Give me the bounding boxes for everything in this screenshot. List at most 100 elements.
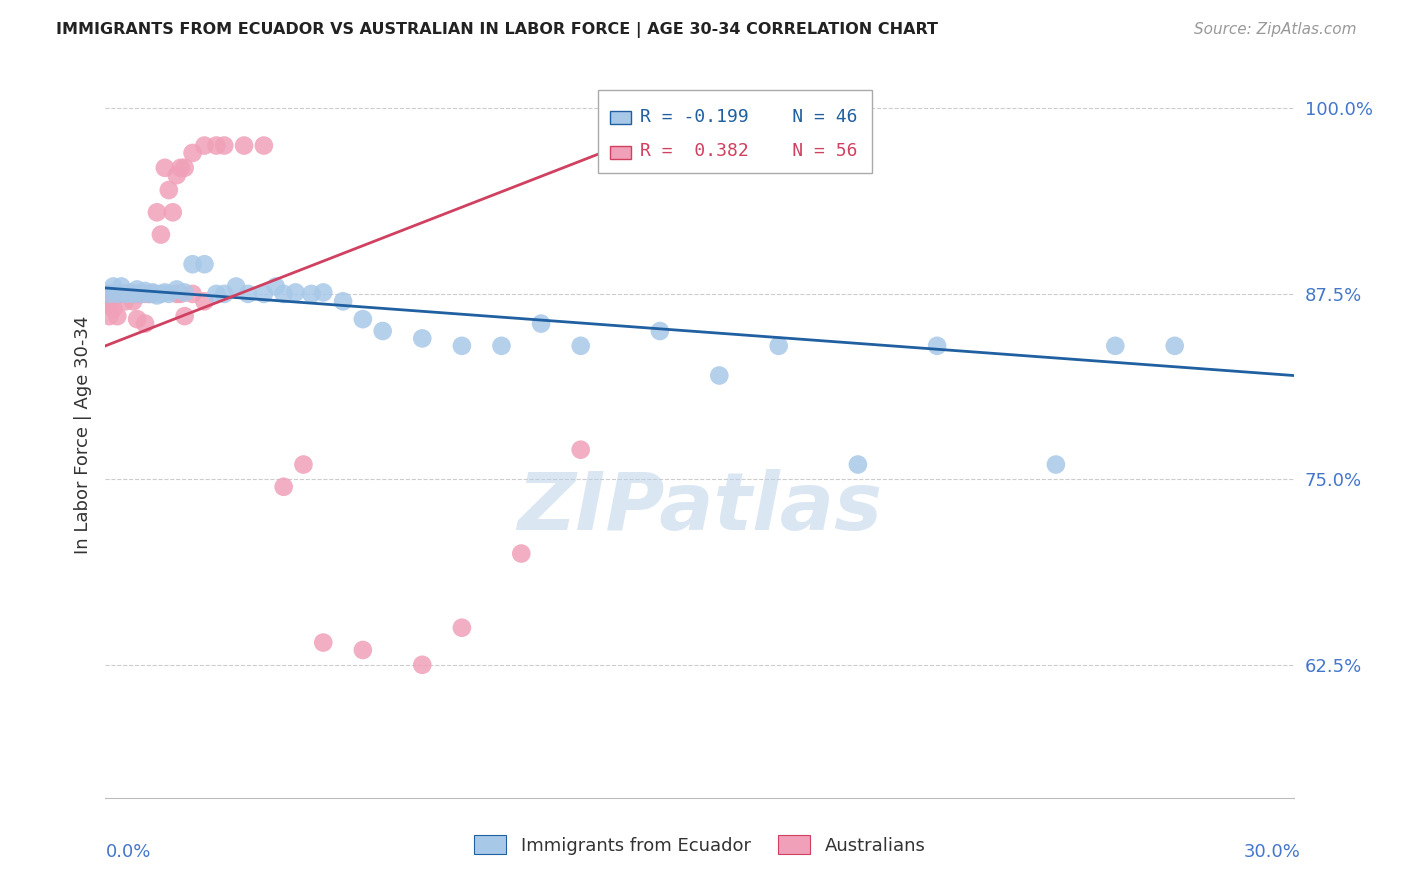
Point <box>193 138 215 153</box>
Point <box>170 286 193 301</box>
Point <box>530 317 553 331</box>
Point <box>146 288 169 302</box>
Text: 0.0%: 0.0% <box>105 843 150 861</box>
Text: Source: ZipAtlas.com: Source: ZipAtlas.com <box>1194 22 1357 37</box>
Point <box>510 547 533 561</box>
Point <box>129 286 152 301</box>
Point <box>105 286 128 301</box>
Point <box>134 286 156 301</box>
Point <box>98 294 121 309</box>
Point <box>103 286 125 301</box>
Point <box>153 285 176 300</box>
Point <box>569 339 592 353</box>
Text: IMMIGRANTS FROM ECUADOR VS AUSTRALIAN IN LABOR FORCE | AGE 30-34 CORRELATION CHA: IMMIGRANTS FROM ECUADOR VS AUSTRALIAN IN… <box>56 22 938 38</box>
Point <box>127 312 149 326</box>
Text: ZIPatlas: ZIPatlas <box>517 468 882 547</box>
Point <box>157 286 180 301</box>
Point <box>118 285 141 300</box>
Point <box>450 621 472 635</box>
Point <box>352 643 374 657</box>
Point <box>768 339 790 353</box>
Point <box>103 286 125 301</box>
Point <box>142 285 165 300</box>
Text: R = -0.199    N = 46: R = -0.199 N = 46 <box>640 108 858 126</box>
Point <box>214 138 236 153</box>
FancyBboxPatch shape <box>599 89 872 173</box>
Point <box>925 339 948 353</box>
Point <box>253 286 276 301</box>
Point <box>103 279 125 293</box>
Point <box>193 294 215 309</box>
Point <box>332 294 354 309</box>
Point <box>110 286 132 301</box>
Point <box>205 286 228 301</box>
Legend: Immigrants from Ecuador, Australians: Immigrants from Ecuador, Australians <box>467 828 932 862</box>
Point <box>127 283 149 297</box>
Point <box>214 286 236 301</box>
Point <box>411 331 433 345</box>
Point <box>569 442 592 457</box>
Point <box>181 257 204 271</box>
Point <box>1104 339 1126 353</box>
Point <box>193 257 215 271</box>
Point <box>134 284 156 298</box>
Point <box>264 279 287 293</box>
Point <box>371 324 394 338</box>
Point <box>110 279 132 293</box>
Point <box>166 168 188 182</box>
Point <box>709 368 731 383</box>
Point <box>1164 339 1187 353</box>
Point <box>173 161 195 175</box>
Point <box>134 317 156 331</box>
Point <box>846 458 869 472</box>
Point <box>114 286 136 301</box>
Point <box>105 309 128 323</box>
Y-axis label: In Labor Force | Age 30-34: In Labor Force | Age 30-34 <box>73 316 91 554</box>
Point <box>491 339 513 353</box>
Point <box>162 205 184 219</box>
Point <box>103 286 125 301</box>
Point <box>170 161 193 175</box>
FancyBboxPatch shape <box>610 145 631 159</box>
Point <box>127 286 149 301</box>
Point <box>205 138 228 153</box>
Point <box>173 309 195 323</box>
Point <box>225 279 247 293</box>
Point <box>98 297 121 311</box>
Point <box>98 286 121 301</box>
Point <box>153 161 176 175</box>
Point <box>149 286 172 301</box>
Point <box>129 286 152 301</box>
Point <box>312 635 335 649</box>
Point <box>110 286 132 301</box>
Point <box>166 286 188 301</box>
Point <box>146 205 169 219</box>
Point <box>1045 458 1067 472</box>
FancyBboxPatch shape <box>610 112 631 124</box>
Point <box>118 286 141 301</box>
Point <box>122 286 145 301</box>
Point <box>166 283 188 297</box>
Point <box>233 138 256 153</box>
Point <box>236 286 259 301</box>
Point <box>284 285 307 300</box>
Point <box>98 309 121 323</box>
Point <box>142 286 165 301</box>
Point <box>181 286 204 301</box>
Point <box>299 286 322 301</box>
Point <box>157 183 180 197</box>
Point <box>98 286 121 301</box>
Point <box>648 324 671 338</box>
Point <box>352 312 374 326</box>
Point <box>105 286 128 301</box>
Point <box>173 285 195 300</box>
Point <box>98 286 121 301</box>
Point <box>149 227 172 242</box>
Point <box>181 145 204 160</box>
Point <box>253 138 276 153</box>
Point <box>98 286 121 301</box>
Point <box>273 480 295 494</box>
Point <box>138 286 160 301</box>
Point <box>122 294 145 309</box>
Point <box>105 286 128 301</box>
